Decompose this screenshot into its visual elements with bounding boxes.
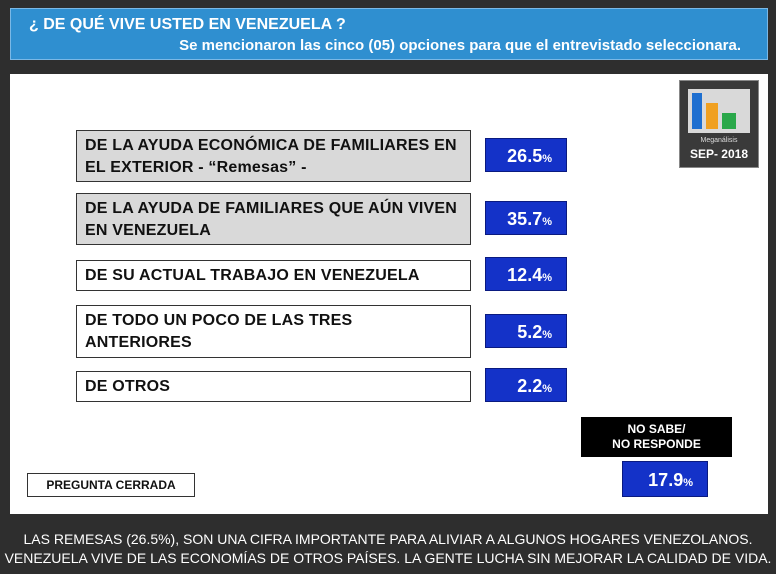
no-response-line2: NO RESPONDE xyxy=(612,437,701,451)
value-number: 12.4 xyxy=(507,265,543,285)
results-panel: Meganálisis SEP- 2018 DE LA AYUDA ECONÓM… xyxy=(10,74,768,514)
bar-chart-icon xyxy=(688,89,750,133)
no-response-label: NO SABE/ NO RESPONDE xyxy=(581,417,732,457)
percent-sign: % xyxy=(542,153,552,165)
option-family-in-venezuela: DE LA AYUDA DE FAMILIARES QUE AÚN VIVEN … xyxy=(76,193,471,245)
value-number: 17.9 xyxy=(648,470,684,490)
percent-sign: % xyxy=(542,383,552,395)
survey-date: SEP- 2018 xyxy=(689,147,749,161)
percent-sign: % xyxy=(542,329,552,341)
value-family-in-venezuela: 35.7% xyxy=(485,201,567,235)
question-header: ¿ DE QUÉ VIVE USTED EN VENEZUELA ? Se me… xyxy=(10,8,768,60)
value-all-three: 5.2% xyxy=(485,314,567,348)
value-current-job: 12.4% xyxy=(485,257,567,291)
value-others: 2.2% xyxy=(485,368,567,402)
percent-sign: % xyxy=(683,477,693,489)
value-number: 35.7 xyxy=(507,209,543,229)
no-response-line1: NO SABE/ xyxy=(627,422,686,436)
value-remesas: 26.5% xyxy=(485,138,567,172)
brand-logo: Meganálisis SEP- 2018 xyxy=(679,80,759,168)
value-number: 2.2 xyxy=(517,376,543,396)
question-title: ¿ DE QUÉ VIVE USTED EN VENEZUELA ? xyxy=(29,16,346,33)
option-all-three: DE TODO UN POCO DE LAS TRES ANTERIORES xyxy=(76,305,471,358)
percent-sign: % xyxy=(542,272,552,284)
value-no-response: 17.9% xyxy=(622,461,708,497)
option-others: DE OTROS xyxy=(76,371,471,402)
option-current-job: DE SU ACTUAL TRABAJO EN VENEZUELA xyxy=(76,260,471,291)
value-number: 26.5 xyxy=(507,146,543,166)
value-number: 5.2 xyxy=(517,322,543,342)
footer-line-2: VENEZUELA VIVE DE LAS ECONOMÍAS DE OTROS… xyxy=(4,550,772,566)
brand-name: Meganálisis xyxy=(700,137,738,144)
question-subtitle: Se mencionaron las cinco (05) opciones p… xyxy=(179,37,741,54)
footer-line-1: LAS REMESAS (26.5%), SON UNA CIFRA IMPOR… xyxy=(23,531,753,547)
percent-sign: % xyxy=(542,216,552,228)
option-remesas: DE LA AYUDA ECONÓMICA DE FAMILIARES EN E… xyxy=(76,130,471,182)
closed-question-tag: PREGUNTA CERRADA xyxy=(27,473,195,497)
